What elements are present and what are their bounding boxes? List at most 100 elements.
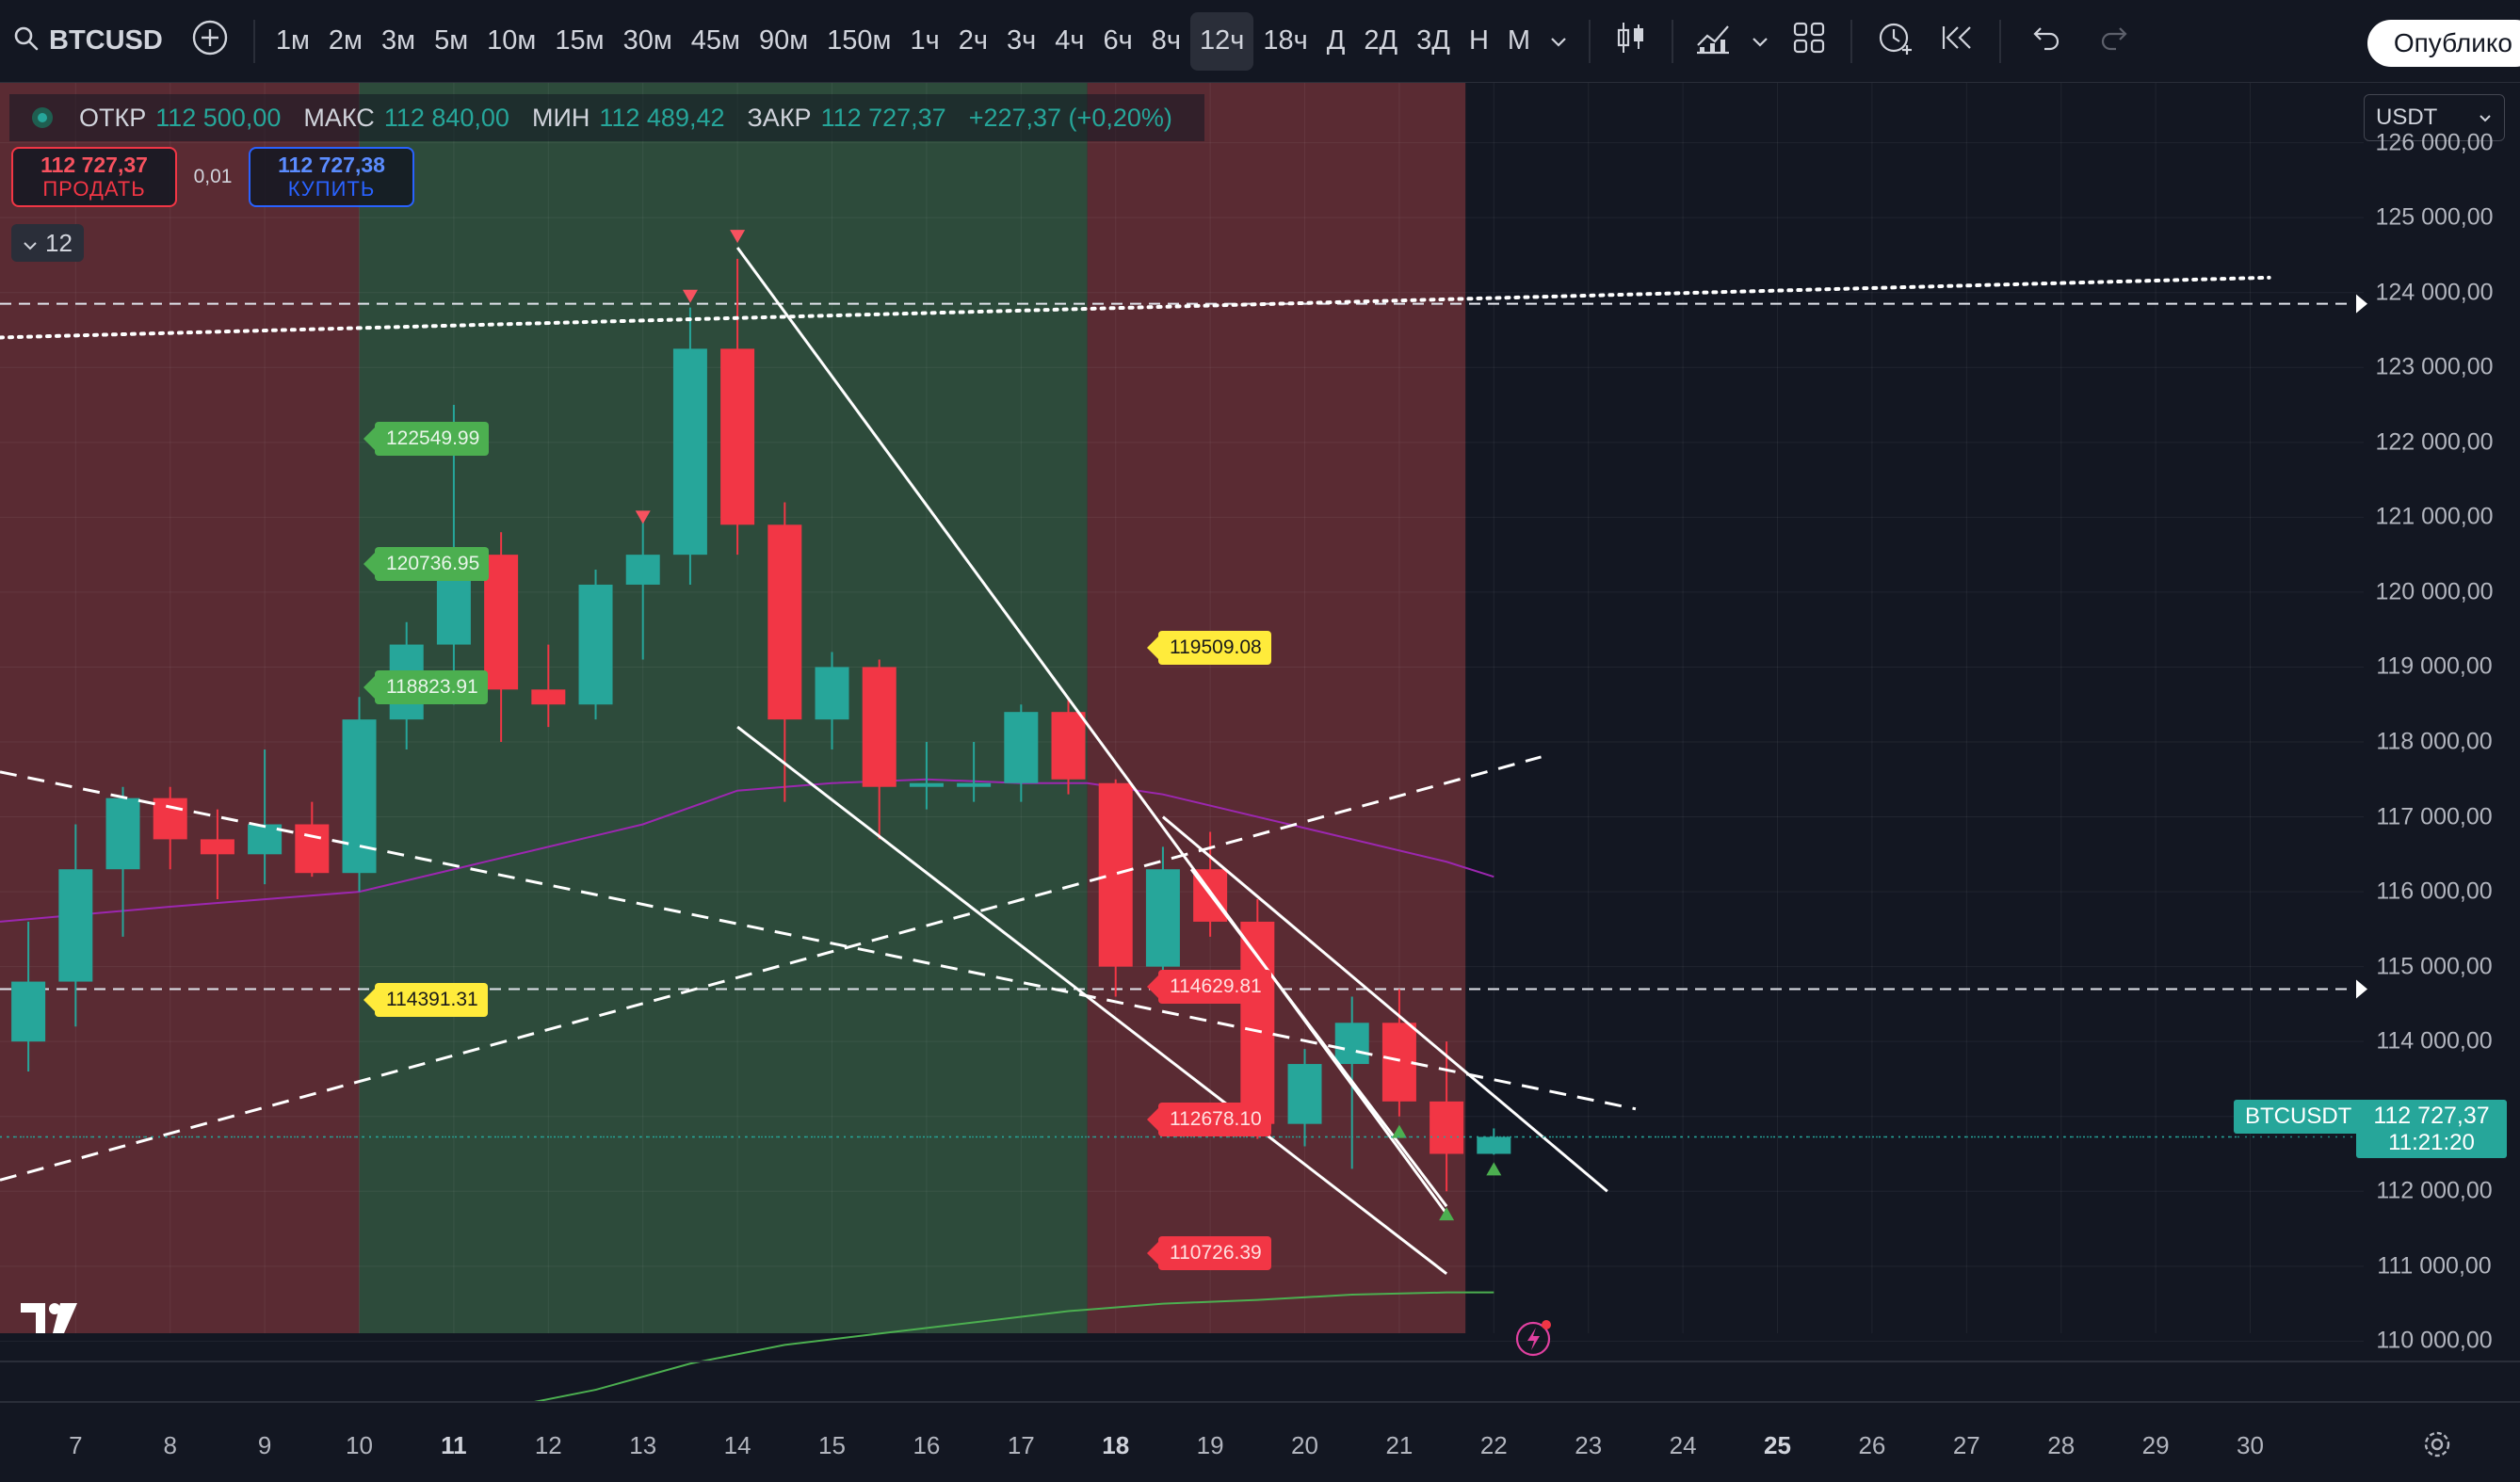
- candle-body: [1240, 922, 1274, 1124]
- ticker-label: BTCUSDT: [2234, 1100, 2363, 1134]
- time-axis[interactable]: 7 8 9 10 11 12 13 14 15 16 17 18 19 20 21 22 23 24 25 26 27 2…: [0, 1401, 2520, 1482]
- candle-body: [248, 825, 282, 855]
- price-callout[interactable]: 110726.39: [1158, 1236, 1271, 1270]
- layouts-button[interactable]: [1779, 12, 1839, 71]
- chart-area[interactable]: [0, 83, 2520, 1401]
- price-callout[interactable]: 114391.31: [375, 983, 488, 1017]
- price-callout[interactable]: 119509.08: [1158, 631, 1271, 665]
- interval-button[interactable]: 5м: [425, 12, 477, 71]
- interval-button[interactable]: 15м: [545, 12, 613, 71]
- price-callout[interactable]: 118823.91: [375, 670, 488, 704]
- buy-button[interactable]: 112 727,38 КУПИТЬ: [249, 147, 414, 207]
- interval-button[interactable]: 3м: [372, 12, 425, 71]
- time-axis-label: 8: [163, 1431, 176, 1460]
- interval-button[interactable]: 3ч: [997, 12, 1045, 71]
- interval-button[interactable]: 90м: [750, 12, 817, 71]
- price-axis-label: 121 000,00: [2364, 504, 2505, 531]
- candle-body: [1099, 783, 1133, 967]
- redo-icon: [2099, 24, 2129, 58]
- chevron-down-icon: [2478, 105, 2493, 131]
- time-axis-label: 21: [1385, 1431, 1413, 1460]
- price-chart[interactable]: [0, 83, 2520, 1401]
- interval-button[interactable]: Д: [1317, 12, 1355, 71]
- sell-button[interactable]: 112 727,37 ПРОДАТЬ: [11, 147, 177, 207]
- interval-button[interactable]: 8ч: [1142, 12, 1190, 71]
- candle-body: [106, 798, 140, 870]
- toolbar-divider: [253, 20, 255, 63]
- price-axis-label: 111 000,00: [2364, 1252, 2505, 1280]
- interval-button[interactable]: 18ч: [1253, 12, 1317, 71]
- change-value: +227,37 (+0,20%): [969, 104, 1172, 133]
- candle-body: [957, 783, 991, 787]
- candle-body: [484, 555, 518, 689]
- trade-panel: 112 727,37 ПРОДАТЬ 0,01 112 727,38 КУПИТ…: [11, 147, 414, 207]
- price-axis-label: 118 000,00: [2364, 729, 2505, 756]
- interval-button[interactable]: 45м: [682, 12, 750, 71]
- session-zone: [1088, 83, 1466, 1333]
- interval-button[interactable]: 150м: [817, 12, 900, 71]
- time-axis-label: 10: [346, 1431, 373, 1460]
- tradingview-logo[interactable]: [19, 1299, 83, 1342]
- price-callout[interactable]: 122549.99: [375, 422, 489, 456]
- indicators-button[interactable]: [1685, 12, 1741, 71]
- publish-button[interactable]: Опублико: [2367, 20, 2520, 67]
- interval-button[interactable]: 1ч: [901, 12, 949, 71]
- currency-value: USDT: [2376, 105, 2437, 131]
- alert-button[interactable]: [1864, 12, 1928, 71]
- price-callout[interactable]: 114629.81: [1158, 970, 1271, 1004]
- open-value: 112 500,00: [155, 104, 281, 133]
- redo-button[interactable]: [2080, 12, 2148, 71]
- replay-button[interactable]: [1928, 12, 1988, 71]
- interval-button[interactable]: 6ч: [1094, 12, 1142, 71]
- add-symbol-button[interactable]: [178, 12, 242, 71]
- candle-body: [1052, 712, 1086, 780]
- indicators-dropdown-button[interactable]: [1741, 12, 1779, 71]
- interval-button[interactable]: 1м: [267, 12, 319, 71]
- last-price: 112 727,37: [2373, 1103, 2489, 1130]
- chevron-down-icon: [1751, 25, 1769, 56]
- buy-price: 112 727,38: [278, 153, 385, 177]
- interval-button[interactable]: 4ч: [1045, 12, 1093, 71]
- price-callout[interactable]: 120736.95: [375, 547, 489, 581]
- candle-body: [1146, 869, 1180, 966]
- undo-button[interactable]: [2012, 12, 2080, 71]
- candle-body: [863, 667, 897, 786]
- price-callout[interactable]: 112678.10: [1158, 1103, 1271, 1136]
- indicator-count: 12: [45, 229, 73, 258]
- interval-button[interactable]: 30м: [614, 12, 682, 71]
- candle-body: [626, 555, 660, 585]
- interval-button[interactable]: 2ч: [949, 12, 997, 71]
- chart-type-button[interactable]: [1602, 12, 1660, 71]
- interval-button[interactable]: 10м: [477, 12, 545, 71]
- candle-body: [201, 839, 234, 854]
- interval-button[interactable]: М: [1498, 12, 1540, 71]
- alert-lightning-icon[interactable]: [1514, 1316, 1556, 1362]
- time-axis-label: 14: [724, 1431, 751, 1460]
- interval-button[interactable]: 2Д: [1354, 12, 1407, 71]
- interval-button[interactable]: 2м: [319, 12, 372, 71]
- interval-button[interactable]: 12ч: [1190, 12, 1253, 71]
- time-axis-label: 27: [1953, 1431, 1980, 1460]
- time-axis-label: 11: [441, 1431, 467, 1460]
- lot-size[interactable]: 0,01: [186, 166, 239, 188]
- toolbar-divider: [1589, 20, 1591, 63]
- interval-dropdown-button[interactable]: [1540, 12, 1577, 71]
- chevron-down-icon: [1549, 25, 1568, 56]
- interval-button[interactable]: Н: [1460, 12, 1498, 71]
- indicators-collapse-toggle[interactable]: 12: [11, 224, 84, 262]
- time-axis-label: 28: [2047, 1431, 2075, 1460]
- candle-body: [58, 869, 92, 981]
- price-axis-label: 115 000,00: [2364, 953, 2505, 980]
- low-value: 112 489,42: [599, 104, 724, 133]
- chevron-down-icon: [23, 229, 38, 258]
- line-end-marker: [2356, 980, 2367, 999]
- symbol-search[interactable]: BTCUSD: [0, 12, 178, 71]
- interval-button[interactable]: 3Д: [1407, 12, 1460, 71]
- toolbar-divider: [1850, 20, 1852, 63]
- time-axis-label: 15: [818, 1431, 846, 1460]
- candle-body: [1288, 1064, 1322, 1124]
- time-axis-label: 9: [258, 1431, 271, 1460]
- candle-body: [1335, 1023, 1369, 1064]
- time-axis-label: 23: [1575, 1431, 1602, 1460]
- settings-icon[interactable]: [2420, 1427, 2454, 1466]
